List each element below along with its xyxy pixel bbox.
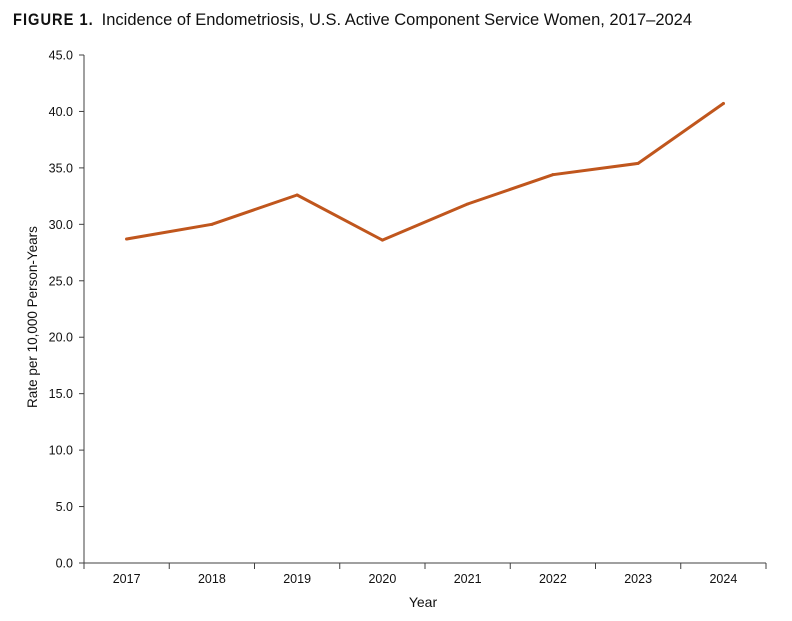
chart-title: Incidence of Endometriosis, U.S. Active … [101, 11, 693, 29]
y-tick-label: 35.0 [49, 161, 73, 175]
x-tick-label: 2022 [539, 572, 567, 586]
y-tick-label: 45.0 [49, 49, 73, 63]
x-tick-label: 2023 [624, 572, 652, 586]
series-line [125, 102, 725, 242]
y-axis-title: Rate per 10,000 Person-Years [25, 226, 40, 408]
x-axis: 2017 2018 2019 2020 2021 2022 2023 2024 [83, 562, 767, 586]
data-point [380, 238, 384, 242]
y-tick-label: 20.0 [49, 331, 73, 345]
figure-label: FIGURE 1. [13, 10, 94, 29]
data-point [210, 222, 214, 226]
y-axis: 0.0 5.0 10.0 15.0 20.0 25.0 30.0 35.0 40.0 45.0 [49, 49, 85, 571]
x-axis-title: Year [409, 594, 438, 610]
data-point [295, 193, 299, 197]
x-tick-label: 2019 [283, 572, 311, 586]
y-tick-label: 40.0 [49, 105, 73, 119]
y-tick-label: 0.0 [56, 557, 73, 571]
figure-title: FIGURE 1. Incidence of Endometriosis, U.… [13, 8, 692, 32]
data-point [721, 102, 725, 106]
y-tick-label: 10.0 [49, 444, 73, 458]
x-tick-label: 2021 [454, 572, 482, 586]
y-tick-label: 15.0 [49, 387, 73, 401]
x-tick-label: 2017 [113, 572, 141, 586]
data-point [466, 202, 470, 206]
data-point [551, 173, 555, 177]
y-tick-label: 30.0 [49, 218, 73, 232]
x-tick-label: 2024 [709, 572, 737, 586]
x-tick-label: 2020 [368, 572, 396, 586]
series-layer [125, 102, 725, 242]
data-point [636, 161, 640, 165]
data-point [125, 237, 129, 241]
y-tick-label: 25.0 [49, 274, 73, 288]
x-tick-label: 2018 [198, 572, 226, 586]
y-tick-label: 5.0 [56, 500, 73, 514]
